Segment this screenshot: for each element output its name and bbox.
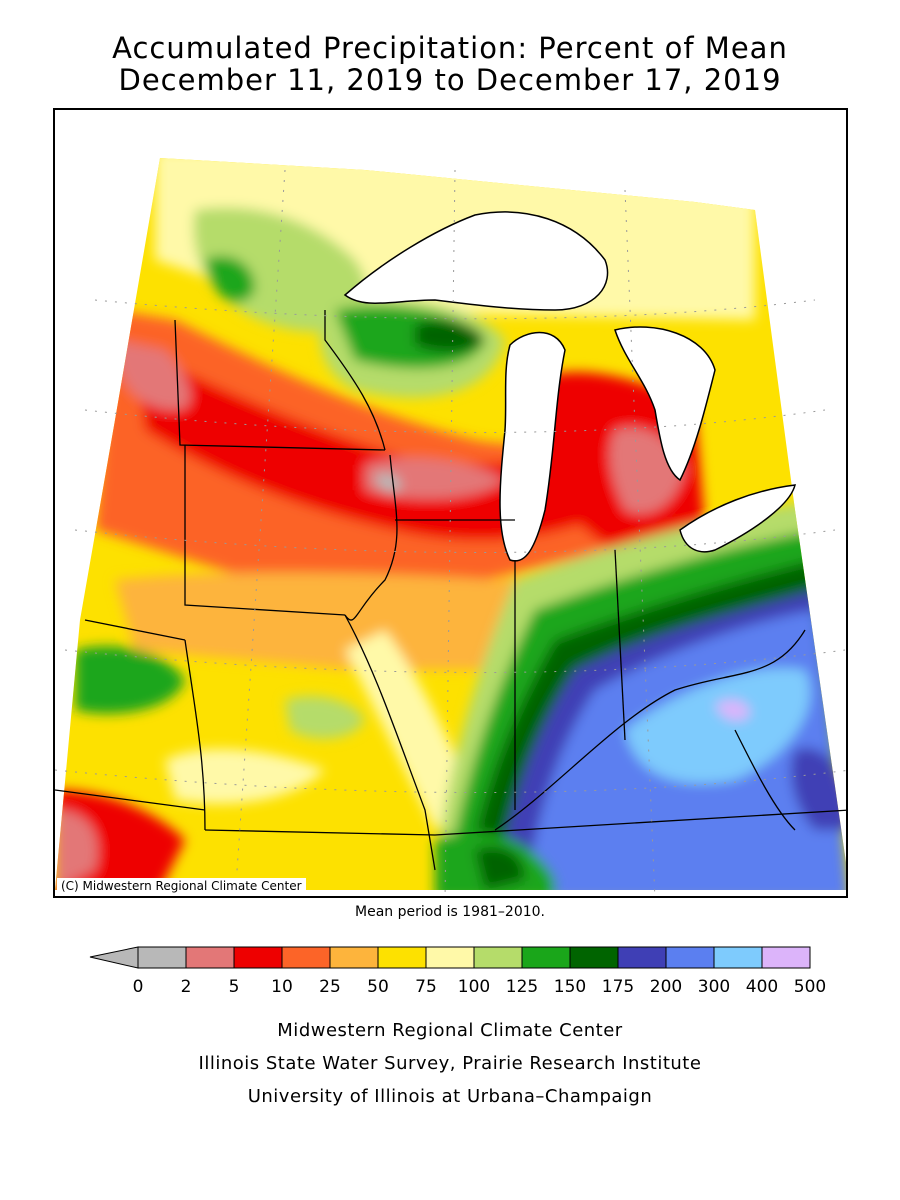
lake-superior — [343, 211, 609, 311]
border-mo-ar — [204, 829, 436, 836]
legend-bin-5 — [377, 946, 427, 969]
legend-bin-2 — [233, 946, 283, 969]
map-title-line2: December 11, 2019 to December 17, 2019 — [118, 63, 782, 97]
zone-west-green — [75, 646, 185, 714]
legend-bin-11 — [665, 946, 715, 969]
legend-tick-label: 50 — [367, 977, 389, 997]
border-mn-wi — [324, 310, 386, 451]
footer-line3: University of Illinois at Urbana–Champai… — [247, 1086, 653, 1107]
legend-tick-label: 175 — [602, 977, 634, 997]
zone-red-band — [135, 350, 615, 541]
legend-tick-label: 25 — [319, 977, 341, 997]
legend-tick-label: 150 — [554, 977, 586, 997]
credit-label: (C) Midwestern Regional Climate Center — [57, 878, 306, 894]
border-ky-tn — [434, 809, 846, 836]
legend-bin-9 — [569, 946, 619, 969]
zone-south-darkgreen — [475, 846, 525, 890]
legend-bin-6 — [425, 946, 475, 969]
great-lakes — [343, 211, 796, 562]
border-mo-il — [344, 614, 436, 871]
border-ia-il — [344, 454, 398, 621]
legend-bins — [137, 946, 811, 969]
legend-bin-8 — [521, 946, 571, 969]
border-ohio-river — [494, 629, 806, 831]
zone-east-violet — [715, 699, 750, 721]
zone-central-green — [285, 696, 365, 739]
zone-iowa-gray — [375, 473, 401, 492]
map-title-line1: Accumulated Precipitation: Percent of Me… — [112, 31, 788, 65]
lake-erie — [679, 484, 796, 553]
border-ks-mo — [184, 639, 206, 831]
legend-bin-4 — [329, 946, 379, 969]
legend-tick-label: 75 — [415, 977, 437, 997]
zone-south-light — [165, 749, 325, 804]
footer-line2: Illinois State Water Survey, Prairie Res… — [198, 1053, 702, 1074]
border-mn-ia — [174, 319, 386, 451]
legend-tick-labels: 0 2 5 10 25 50 75 100 125 150 175 200 300 400 500 — [133, 977, 827, 997]
legend-tick-label: 200 — [650, 977, 682, 997]
legend-tick-label: 2 — [181, 977, 192, 997]
legend-tick-label: 125 — [506, 977, 538, 997]
legend-tick-label: 500 — [794, 977, 826, 997]
legend-tick-label: 300 — [698, 977, 730, 997]
zone-central-orange — [115, 570, 575, 670]
legend-bin-7 — [473, 946, 523, 969]
zone-mn-darkgreen — [205, 256, 255, 303]
zone-nw-pink — [115, 340, 191, 410]
border-in-oh — [614, 549, 626, 741]
mean-period-note: Mean period is 1981–2010. — [355, 904, 545, 920]
legend-bin-10 — [617, 946, 667, 969]
lake-michigan — [499, 331, 566, 562]
footer-line1: Midwestern Regional Climate Center — [277, 1020, 623, 1041]
zone-east-lightblue — [625, 668, 811, 784]
legend-below-min-arrow — [89, 946, 139, 969]
legend-bin-12 — [713, 946, 763, 969]
legend-tick-label: 400 — [746, 977, 778, 997]
legend-tick-label: 100 — [458, 977, 490, 997]
border-ne-ks — [84, 619, 186, 641]
zone-river-light — [345, 630, 475, 830]
legend-bin-1 — [185, 946, 235, 969]
legend-bin-13 — [761, 946, 811, 969]
legend-tick-label: 10 — [271, 977, 293, 997]
border-ks-ok — [55, 789, 206, 811]
border-wv-va — [734, 729, 796, 831]
zone-sw-pink — [55, 810, 98, 890]
legend-tick-label: 5 — [229, 977, 240, 997]
precipitation-map: (C) Midwestern Regional Climate Center — [53, 108, 848, 898]
lat-lon-grid — [55, 169, 846, 896]
color-legend: 0 2 5 10 25 50 75 100 125 150 175 200 300 400 500 — [89, 946, 827, 997]
legend-bin-3 — [281, 946, 331, 969]
map-canvas — [55, 158, 846, 896]
legend-tick-label: 0 — [133, 977, 144, 997]
zone-wi-dark — [415, 320, 485, 352]
state-boundaries — [55, 310, 846, 871]
lake-huron — [614, 326, 716, 482]
border-ia-mo — [184, 445, 346, 616]
legend-bin-0 — [137, 946, 187, 969]
